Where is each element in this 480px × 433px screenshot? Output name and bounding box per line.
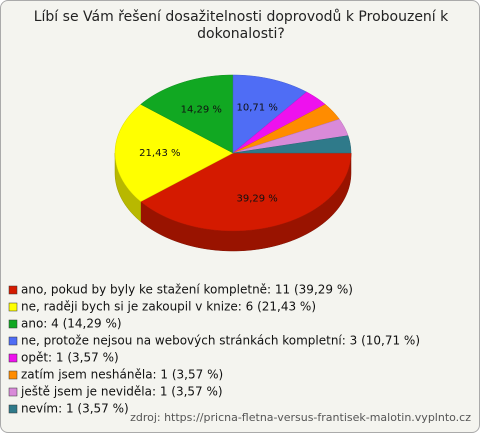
legend-swatch [8, 370, 18, 380]
slice [140, 74, 234, 154]
legend-swatch [8, 387, 18, 397]
legend-label: nevím: 1 (3,57 %) [21, 402, 129, 416]
legend-swatch [8, 404, 18, 414]
legend-label: zatím jsem nesháněla: 1 (3,57 %) [21, 368, 223, 382]
legend-swatch [8, 319, 18, 329]
legend-label: ano: 4 (14,29 %) [21, 317, 122, 331]
legend-label: ne, protože nejsou na webových stránkách… [21, 334, 420, 348]
slice [232, 91, 326, 154]
slice [232, 74, 308, 154]
slice [140, 152, 352, 232]
chart-title: Líbí se Vám řešení dosažitelnosti doprov… [33, 9, 449, 42]
slice [232, 118, 349, 154]
legend-swatch [8, 336, 18, 346]
legend-label: ještě jsem je neviděla: 1 (3,57 %) [20, 385, 223, 399]
value-label: 21,43 % [139, 148, 180, 159]
value-label: 14,29 % [181, 104, 222, 115]
legend-label: ano, pokud by byly ke stažení kompletně:… [21, 283, 353, 297]
legend-label: ne, raději bych si je zakoupil v knize: … [21, 300, 316, 314]
slice [232, 135, 352, 154]
legend-swatch [8, 285, 18, 295]
slice [114, 104, 234, 202]
slice [232, 104, 340, 154]
legend-swatch [8, 302, 18, 312]
value-label: 39,29 % [236, 194, 277, 205]
legend-swatch [8, 353, 18, 363]
legend-label: opět: 1 (3,57 %) [21, 351, 119, 365]
source: zdroj: https://pricna-fletna-versus-fran… [130, 411, 471, 424]
value-label: 10,71 % [237, 102, 278, 113]
